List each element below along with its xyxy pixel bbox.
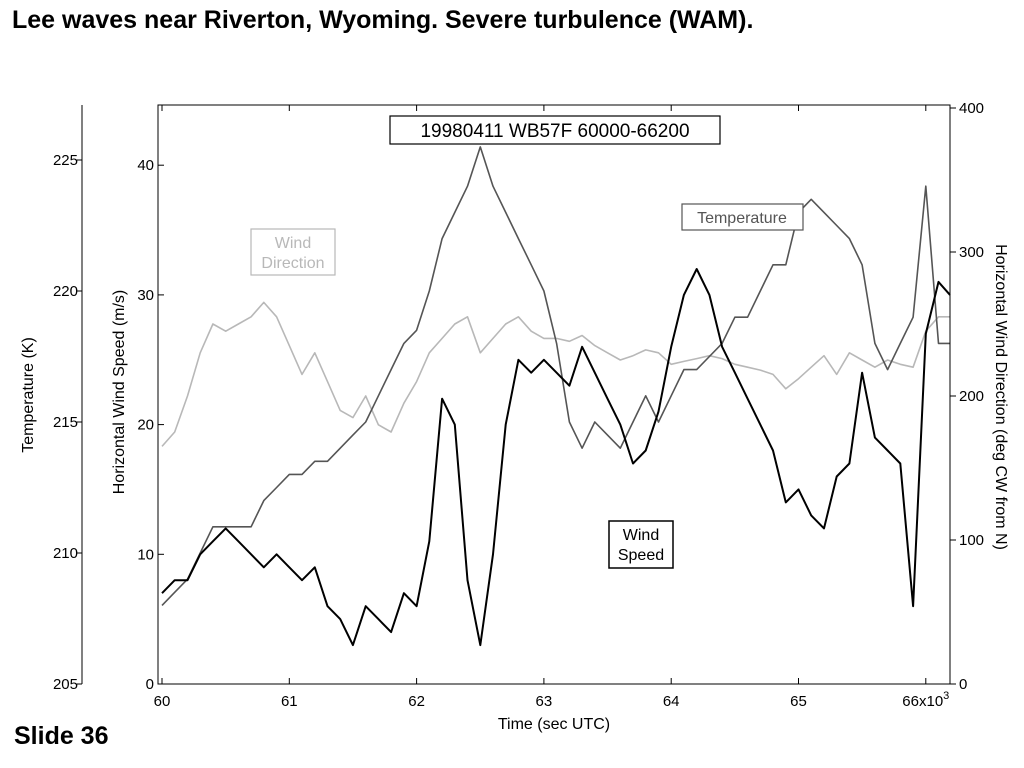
temperature-tick-label: 210 — [53, 545, 78, 562]
wind-speed-label-line2: Speed — [618, 547, 664, 564]
wind-speed-label-box — [608, 520, 674, 569]
temperature-tick-label: 220 — [53, 283, 78, 300]
wind-direction-tick-label: 300 — [959, 244, 984, 261]
wind-speed-tick-label: 30 — [137, 287, 154, 304]
axes-layer: 60 61 62 63 64 65 66x1030102030402052102152202… — [53, 100, 984, 710]
wind-direction-tick-label: 200 — [959, 388, 984, 405]
temperature-line — [161, 146, 950, 606]
chart-title-box — [389, 115, 721, 145]
plot-frame — [157, 104, 951, 685]
wind-speed-tick-label: 40 — [137, 157, 154, 174]
temperature-tick-label: 215 — [53, 414, 78, 431]
wind-direction-tick-label: 400 — [959, 100, 984, 117]
wind-direction-tick-label: 100 — [959, 532, 984, 549]
wind-speed-line — [161, 268, 951, 647]
temperature-tick-label: 205 — [53, 676, 78, 693]
wind-speed-label-line1: Wind — [623, 527, 659, 544]
temperature-axis-label: Temperature (K) — [20, 337, 37, 453]
series-layer — [161, 146, 951, 647]
chart-title: 19980411 WB57F 60000-66200 — [420, 121, 689, 142]
wind-direction-label-line1: Wind — [275, 235, 311, 252]
x-axis-label: Time (sec UTC) — [498, 716, 610, 733]
x-tick-superscript: 3 — [943, 690, 949, 702]
x-tick-label: 63 — [536, 693, 553, 710]
wind-speed-axis-label: Horizontal Wind Speed (m/s) — [111, 290, 128, 495]
x-tick-label: 61 — [281, 693, 298, 710]
wind-direction-label-line2: Direction — [261, 255, 324, 272]
x-tick-label: 62 — [408, 693, 425, 710]
wind-speed-tick-label: 20 — [137, 417, 154, 434]
wind-speed-tick-label: 0 — [146, 676, 154, 693]
temperature-label: Temperature — [697, 210, 787, 227]
x-tick-label: 66x103 — [902, 690, 949, 710]
wind-speed-tick-label: 10 — [137, 546, 154, 563]
wind-direction-line — [161, 301, 950, 447]
wind-direction-tick-label: 0 — [959, 676, 967, 693]
temperature-tick-label: 225 — [53, 152, 78, 169]
plot-area — [158, 105, 950, 684]
wind-direction-label-box — [250, 228, 336, 276]
slide-number: Slide 36 — [14, 722, 109, 750]
temperature-label-box — [681, 203, 804, 231]
wind-direction-axis-label: Horizontal Wind Direction (deg CW from N… — [992, 244, 1009, 550]
x-tick-label: 60 — [154, 693, 171, 710]
x-tick-label: 65 — [790, 693, 807, 710]
slide-title: Lee waves near Riverton, Wyoming. Severe… — [12, 6, 754, 34]
x-tick-label: 64 — [663, 693, 680, 710]
